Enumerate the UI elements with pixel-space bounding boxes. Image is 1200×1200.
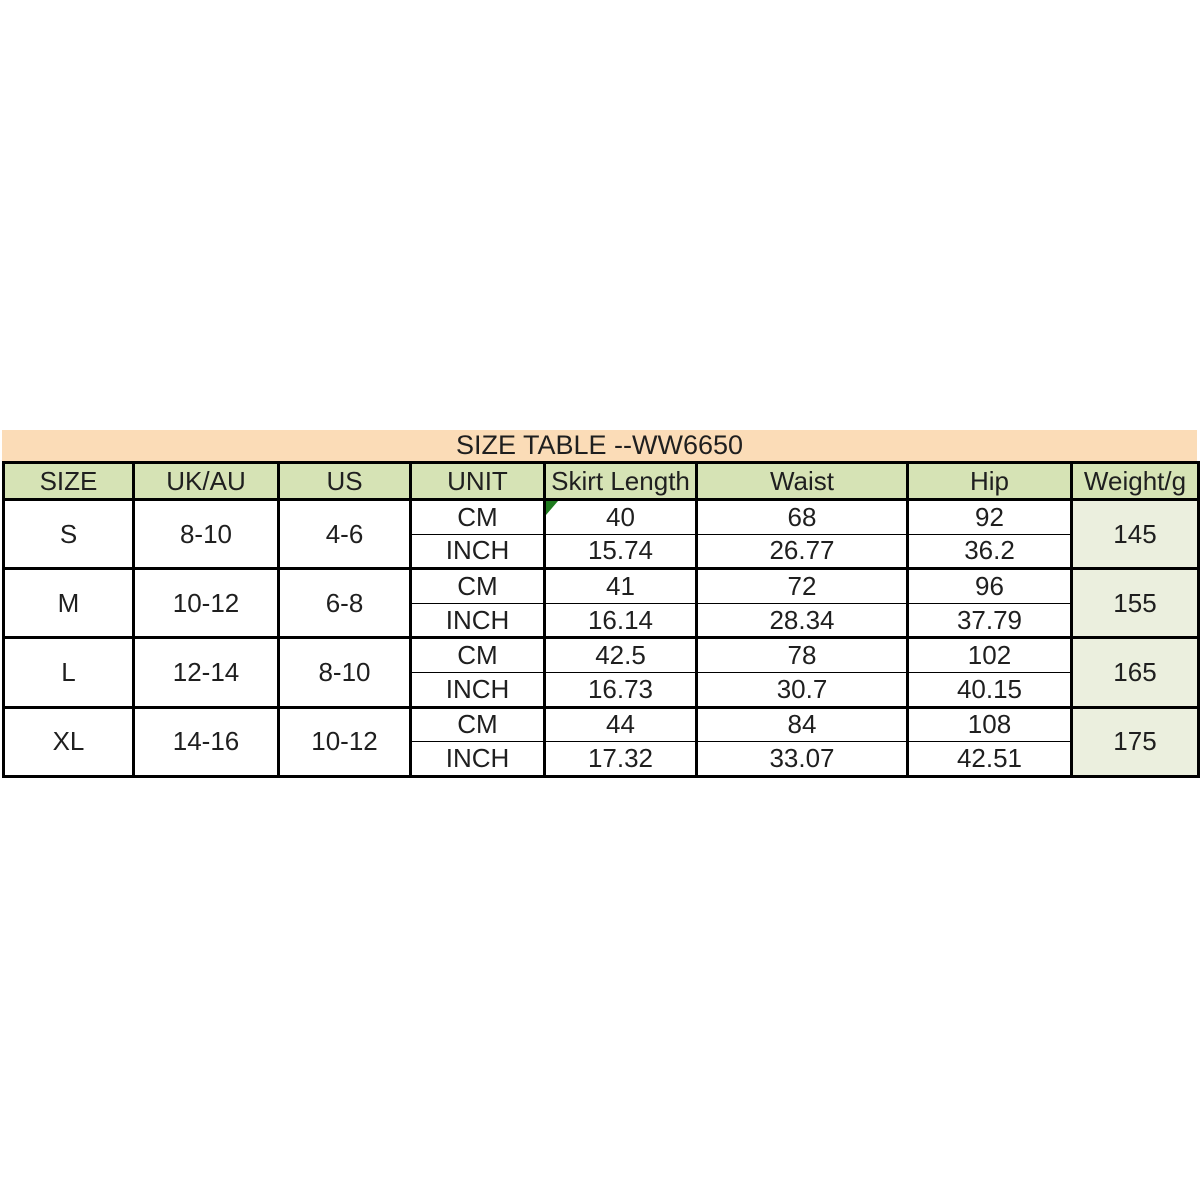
value-cell-skirt-length: 44 <box>543 705 698 742</box>
value-cell-waist: 78 <box>695 636 909 673</box>
ukau-cell: 14-16 <box>132 705 280 777</box>
value-cell-hip: 36.2 <box>906 533 1073 569</box>
us-cell: 10-12 <box>277 705 412 777</box>
unit-cell: CM <box>409 498 546 535</box>
value-text: 40 <box>606 501 635 532</box>
value-cell-waist: 30.7 <box>695 671 909 708</box>
value-cell-skirt-length: 15.74 <box>543 533 698 569</box>
value-cell-hip: 96 <box>906 567 1073 604</box>
unit-cell: CM <box>409 567 546 604</box>
header-cell-hip: Hip <box>906 461 1073 501</box>
table-row-m-cm: M 10-12 6-8 CM 41 72 96 155 <box>2 567 1200 638</box>
table-row-xl-inch: INCH 17.32 33.07 42.51 <box>4 741 1199 777</box>
table-header-row: SIZE UK/AU US UNIT Skirt Length Waist Hi… <box>2 461 1200 501</box>
size-cell: L <box>2 636 135 708</box>
value-cell-hip: 42.51 <box>906 741 1073 777</box>
weight-cell: 165 <box>1070 636 1200 708</box>
us-cell: 4-6 <box>277 497 412 569</box>
value-cell-waist: 84 <box>695 705 909 742</box>
table-row-m-inch: INCH 16.14 28.34 37.79 <box>4 602 1199 638</box>
ukau-cell: 12-14 <box>132 636 280 708</box>
value-cell-skirt-length: 16.73 <box>543 671 698 708</box>
value-cell-skirt-length: 40 <box>543 498 698 535</box>
value-cell-hip: 102 <box>906 636 1073 673</box>
table-row-s-inch: INCH 15.74 26.77 36.2 <box>4 533 1199 569</box>
header-cell-ukau: UK/AU <box>132 461 280 501</box>
table-row-l-inch: INCH 16.73 30.7 40.15 <box>4 671 1199 708</box>
value-cell-waist: 26.77 <box>695 533 909 569</box>
error-indicator-icon <box>547 502 558 515</box>
table-row-xl-cm: XL 14-16 10-12 CM 44 84 108 175 <box>2 705 1200 777</box>
size-table: SIZE TABLE --WW6650 SIZE UK/AU US UNIT S… <box>2 430 1200 778</box>
unit-cell: INCH <box>409 533 546 569</box>
value-cell-waist: 33.07 <box>695 741 909 777</box>
unit-cell: INCH <box>409 602 546 638</box>
value-cell-skirt-length: 41 <box>543 567 698 604</box>
header-cell-weight: Weight/g <box>1070 461 1200 501</box>
weight-cell: 175 <box>1070 705 1200 777</box>
header-cell-us: US <box>277 461 412 501</box>
value-cell-hip: 37.79 <box>906 602 1073 638</box>
unit-cell: CM <box>409 636 546 673</box>
weight-cell: 145 <box>1070 497 1200 569</box>
table-title: SIZE TABLE --WW6650 <box>2 430 1197 461</box>
table-row-s-cm: S 8-10 4-6 CM 40 68 92 145 <box>2 497 1200 569</box>
ukau-cell: 10-12 <box>132 567 280 638</box>
value-cell-hip: 92 <box>906 498 1073 535</box>
value-cell-skirt-length: 16.14 <box>543 602 698 638</box>
value-cell-skirt-length: 17.32 <box>543 741 698 777</box>
header-cell-size: SIZE <box>2 461 135 501</box>
header-cell-waist: Waist <box>695 461 909 501</box>
ukau-cell: 8-10 <box>132 497 280 569</box>
value-cell-hip: 108 <box>906 705 1073 742</box>
header-cell-unit: UNIT <box>409 461 546 501</box>
value-cell-waist: 68 <box>695 498 909 535</box>
value-cell-hip: 40.15 <box>906 671 1073 708</box>
size-cell: S <box>2 497 135 569</box>
value-cell-skirt-length: 42.5 <box>543 636 698 673</box>
unit-cell: CM <box>409 705 546 742</box>
unit-cell: INCH <box>409 671 546 708</box>
header-cell-skirt-length: Skirt Length <box>543 461 698 501</box>
size-cell: XL <box>2 705 135 777</box>
us-cell: 6-8 <box>277 567 412 638</box>
unit-cell: INCH <box>409 741 546 777</box>
weight-cell: 155 <box>1070 567 1200 638</box>
us-cell: 8-10 <box>277 636 412 708</box>
size-table-grid: SIZE UK/AU US UNIT Skirt Length Waist Hi… <box>2 461 1200 778</box>
table-row-l-cm: L 12-14 8-10 CM 42.5 78 102 165 <box>2 636 1200 708</box>
value-cell-waist: 28.34 <box>695 602 909 638</box>
value-cell-waist: 72 <box>695 567 909 604</box>
size-cell: M <box>2 567 135 638</box>
